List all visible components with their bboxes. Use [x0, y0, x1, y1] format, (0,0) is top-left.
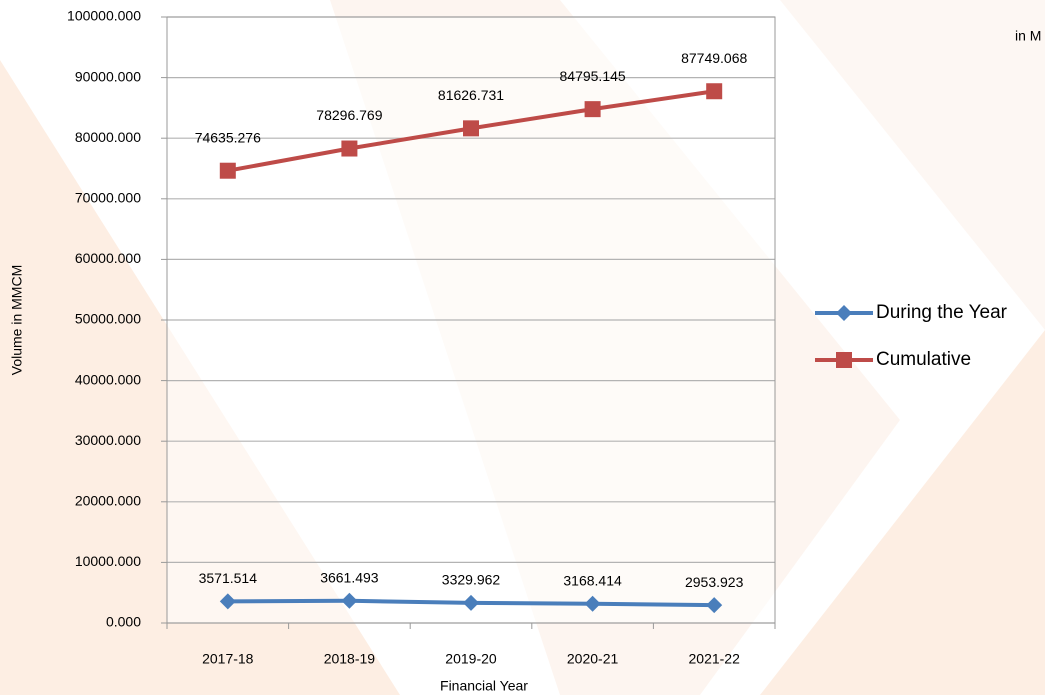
- x-tick-label: 2020-21: [567, 651, 619, 667]
- marker: [836, 352, 852, 368]
- y-tick-label: 90000.000: [75, 68, 141, 84]
- x-tick-label: 2021-22: [689, 651, 741, 667]
- marker: [463, 120, 479, 137]
- y-tick-label: 60000.000: [75, 250, 141, 266]
- marker: [219, 162, 236, 179]
- marker: [706, 597, 723, 614]
- data-label: 3329.962: [442, 572, 501, 588]
- marker: [341, 592, 358, 609]
- y-tick-label: 40000.000: [75, 371, 141, 387]
- plot-border: [166, 16, 776, 624]
- data-label: 87749.068: [681, 50, 747, 66]
- marker: [836, 305, 852, 321]
- marker: [219, 593, 236, 610]
- legend-label: Cumulative: [876, 349, 971, 370]
- legend-label: During the Year: [876, 302, 1008, 323]
- y-axis-label: Volume in MMCM: [9, 265, 25, 375]
- x-tick-label: 2017-18: [202, 651, 254, 667]
- data-label: 3168.414: [563, 573, 622, 589]
- y-tick-label: 10000.000: [75, 553, 141, 569]
- data-label: 74635.276: [195, 129, 261, 145]
- background-shape: [780, 0, 1045, 330]
- data-label: 3661.493: [320, 570, 379, 586]
- y-tick-label: 50000.000: [75, 311, 141, 327]
- y-tick-label: 20000.000: [75, 493, 141, 509]
- data-label: 2953.923: [685, 574, 744, 590]
- x-axis-label: Financial Year: [440, 678, 528, 694]
- y-tick-label: 0.000: [106, 614, 141, 630]
- marker: [584, 101, 601, 118]
- data-label: 78296.769: [316, 107, 382, 123]
- y-tick-label: 70000.000: [75, 190, 141, 206]
- x-tick-label: 2019-20: [445, 651, 497, 667]
- data-label: 84795.145: [560, 68, 626, 84]
- marker: [341, 140, 358, 157]
- marker: [463, 594, 479, 611]
- data-label: 81626.731: [438, 87, 504, 103]
- marker: [584, 595, 601, 612]
- x-tick-label: 2018-19: [324, 651, 376, 667]
- annotation: in M: [1015, 28, 1041, 44]
- marker: [706, 83, 723, 100]
- y-tick-label: 80000.000: [75, 129, 141, 145]
- y-tick-label: 100000.000: [67, 8, 141, 24]
- y-tick-label: 30000.000: [75, 432, 141, 448]
- data-label: 3571.514: [199, 570, 258, 586]
- background-shape: [760, 330, 1045, 695]
